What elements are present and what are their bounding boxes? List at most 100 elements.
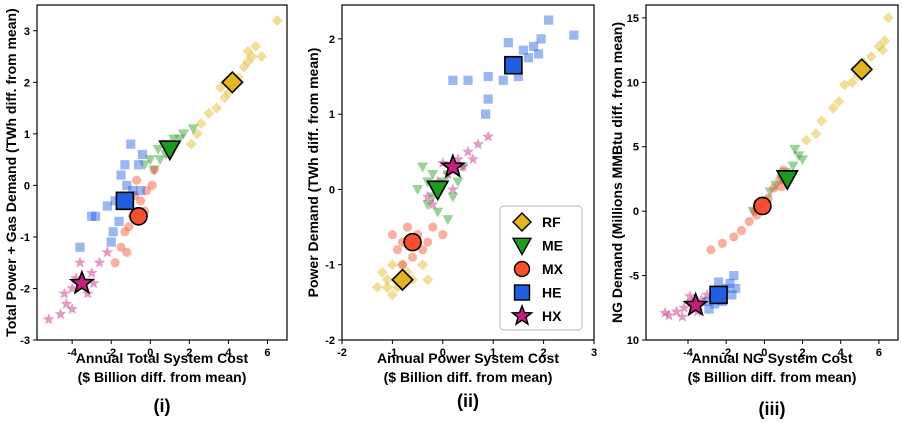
x-tick-label: -2 xyxy=(337,347,347,359)
mean-marker-he xyxy=(504,55,523,75)
data-point-me xyxy=(432,207,444,218)
axis-ticks: -2 -1 0 1 2 3 -2 -1 0 1 2 xyxy=(325,34,597,359)
data-point-he xyxy=(523,53,534,63)
data-point-hx xyxy=(670,305,683,317)
data-point-mx xyxy=(141,185,151,196)
x-tick-label: -4 xyxy=(683,347,694,359)
data-point-mx xyxy=(122,247,132,257)
data-point-me xyxy=(764,187,776,198)
data-point-hx xyxy=(66,282,79,294)
data-point-he xyxy=(704,304,714,314)
data-point-me xyxy=(452,177,464,188)
data-point-me xyxy=(174,134,186,145)
data-point-mx xyxy=(110,258,120,268)
legend-item-mx: MX xyxy=(513,260,564,278)
mean-marker-hx xyxy=(439,153,466,178)
y-tick-label: -3 xyxy=(20,335,30,347)
data-point-hx xyxy=(701,288,713,300)
data-point-me xyxy=(797,155,809,166)
plot-frame xyxy=(341,4,595,341)
data-point-he xyxy=(122,180,132,190)
data-point-rf xyxy=(879,35,891,47)
data-point-he xyxy=(126,139,136,149)
data-point-rf xyxy=(827,102,839,114)
data-point-mx xyxy=(135,196,146,206)
y-tick-label: 10 xyxy=(627,335,639,347)
data-point-rf xyxy=(242,56,254,68)
data-point-me xyxy=(168,134,180,145)
x-axis-label-line1: Annual NG System Cost xyxy=(691,350,852,366)
y-tick-label: 1 xyxy=(329,109,335,121)
legend-item-he: HE xyxy=(513,284,561,301)
mean-marker-me xyxy=(775,169,799,191)
data-point-me xyxy=(154,155,166,166)
mean-markers xyxy=(68,70,244,295)
data-point-hx xyxy=(87,277,100,289)
mean-marker-he xyxy=(115,191,135,211)
data-point-he xyxy=(518,45,529,55)
data-point-rf xyxy=(256,51,268,63)
panel-i: -4 -2 0 2 4 6 -3 -2 -1 0 1 2 3 Annual Total System C… xyxy=(3,4,288,416)
data-point-hx xyxy=(467,153,479,165)
legend-marker-hx xyxy=(510,303,534,326)
mean-marker-mx xyxy=(129,207,148,226)
data-point-he xyxy=(135,185,146,196)
x-axis-label-line2: ($ Billion diff. from mean) xyxy=(688,369,857,385)
data-point-mx xyxy=(717,238,727,248)
x-axis-label-line2: ($ Billion diff. from mean) xyxy=(78,369,247,385)
data-point-rf xyxy=(222,87,234,99)
x-tick-label: 3 xyxy=(591,347,597,359)
data-point-hx xyxy=(472,138,484,150)
legend-item-hx: HX xyxy=(510,303,562,326)
data-point-me xyxy=(422,200,434,211)
data-point-rf xyxy=(396,259,408,271)
data-point-rf xyxy=(195,118,207,130)
data-point-hx xyxy=(659,306,671,318)
data-point-rf xyxy=(246,51,258,63)
data-point-me xyxy=(187,124,199,135)
data-point-hx xyxy=(58,287,71,299)
y-tick-label: 1 xyxy=(24,129,30,141)
legend-label: HE xyxy=(542,285,561,301)
data-point-he xyxy=(731,283,741,294)
data-point-hx xyxy=(85,266,98,279)
data-point-me xyxy=(148,165,160,176)
data-point-he xyxy=(729,270,739,281)
data-point-rf xyxy=(203,107,215,119)
data-point-me xyxy=(789,144,801,155)
y-axis-label: Total Power + Gas Demand (TWh diff. from… xyxy=(3,8,19,336)
data-point-he xyxy=(498,75,508,85)
panel-label: (ii) xyxy=(457,391,479,411)
data-point-hx xyxy=(70,271,82,284)
data-point-he xyxy=(87,211,97,221)
mean-marker-hx xyxy=(68,269,96,295)
data-point-he xyxy=(116,170,126,180)
y-tick-label: 0 xyxy=(633,206,639,218)
data-point-mx xyxy=(407,252,418,262)
panel-label: (iii) xyxy=(759,399,786,419)
mean-markers xyxy=(391,55,523,292)
data-point-me xyxy=(177,129,190,140)
x-tick-label: 1 xyxy=(490,347,496,359)
data-point-mx xyxy=(120,227,130,237)
data-point-rf xyxy=(211,102,223,114)
data-point-rf xyxy=(846,76,858,88)
data-point-he xyxy=(108,227,118,237)
data-point-rf xyxy=(800,134,812,146)
x-tick-label: 2 xyxy=(541,347,547,359)
y-tick-label: 0 xyxy=(329,184,335,196)
mean-markers xyxy=(682,58,874,317)
data-point-he xyxy=(102,201,112,211)
data-point-rf xyxy=(386,289,398,301)
x-tick-label: 0 xyxy=(147,347,153,359)
x-tick-label: 2 xyxy=(799,347,805,359)
data-point-hx xyxy=(663,309,675,321)
data-point-hx xyxy=(66,302,79,315)
data-point-hx xyxy=(74,256,86,268)
data-point-he xyxy=(137,149,148,160)
y-tick-label: -5 xyxy=(629,271,639,283)
data-point-rf xyxy=(191,128,203,140)
y-tick-label: -1 xyxy=(20,232,30,244)
mean-marker-mx xyxy=(753,196,772,216)
data-point-he xyxy=(483,94,493,104)
